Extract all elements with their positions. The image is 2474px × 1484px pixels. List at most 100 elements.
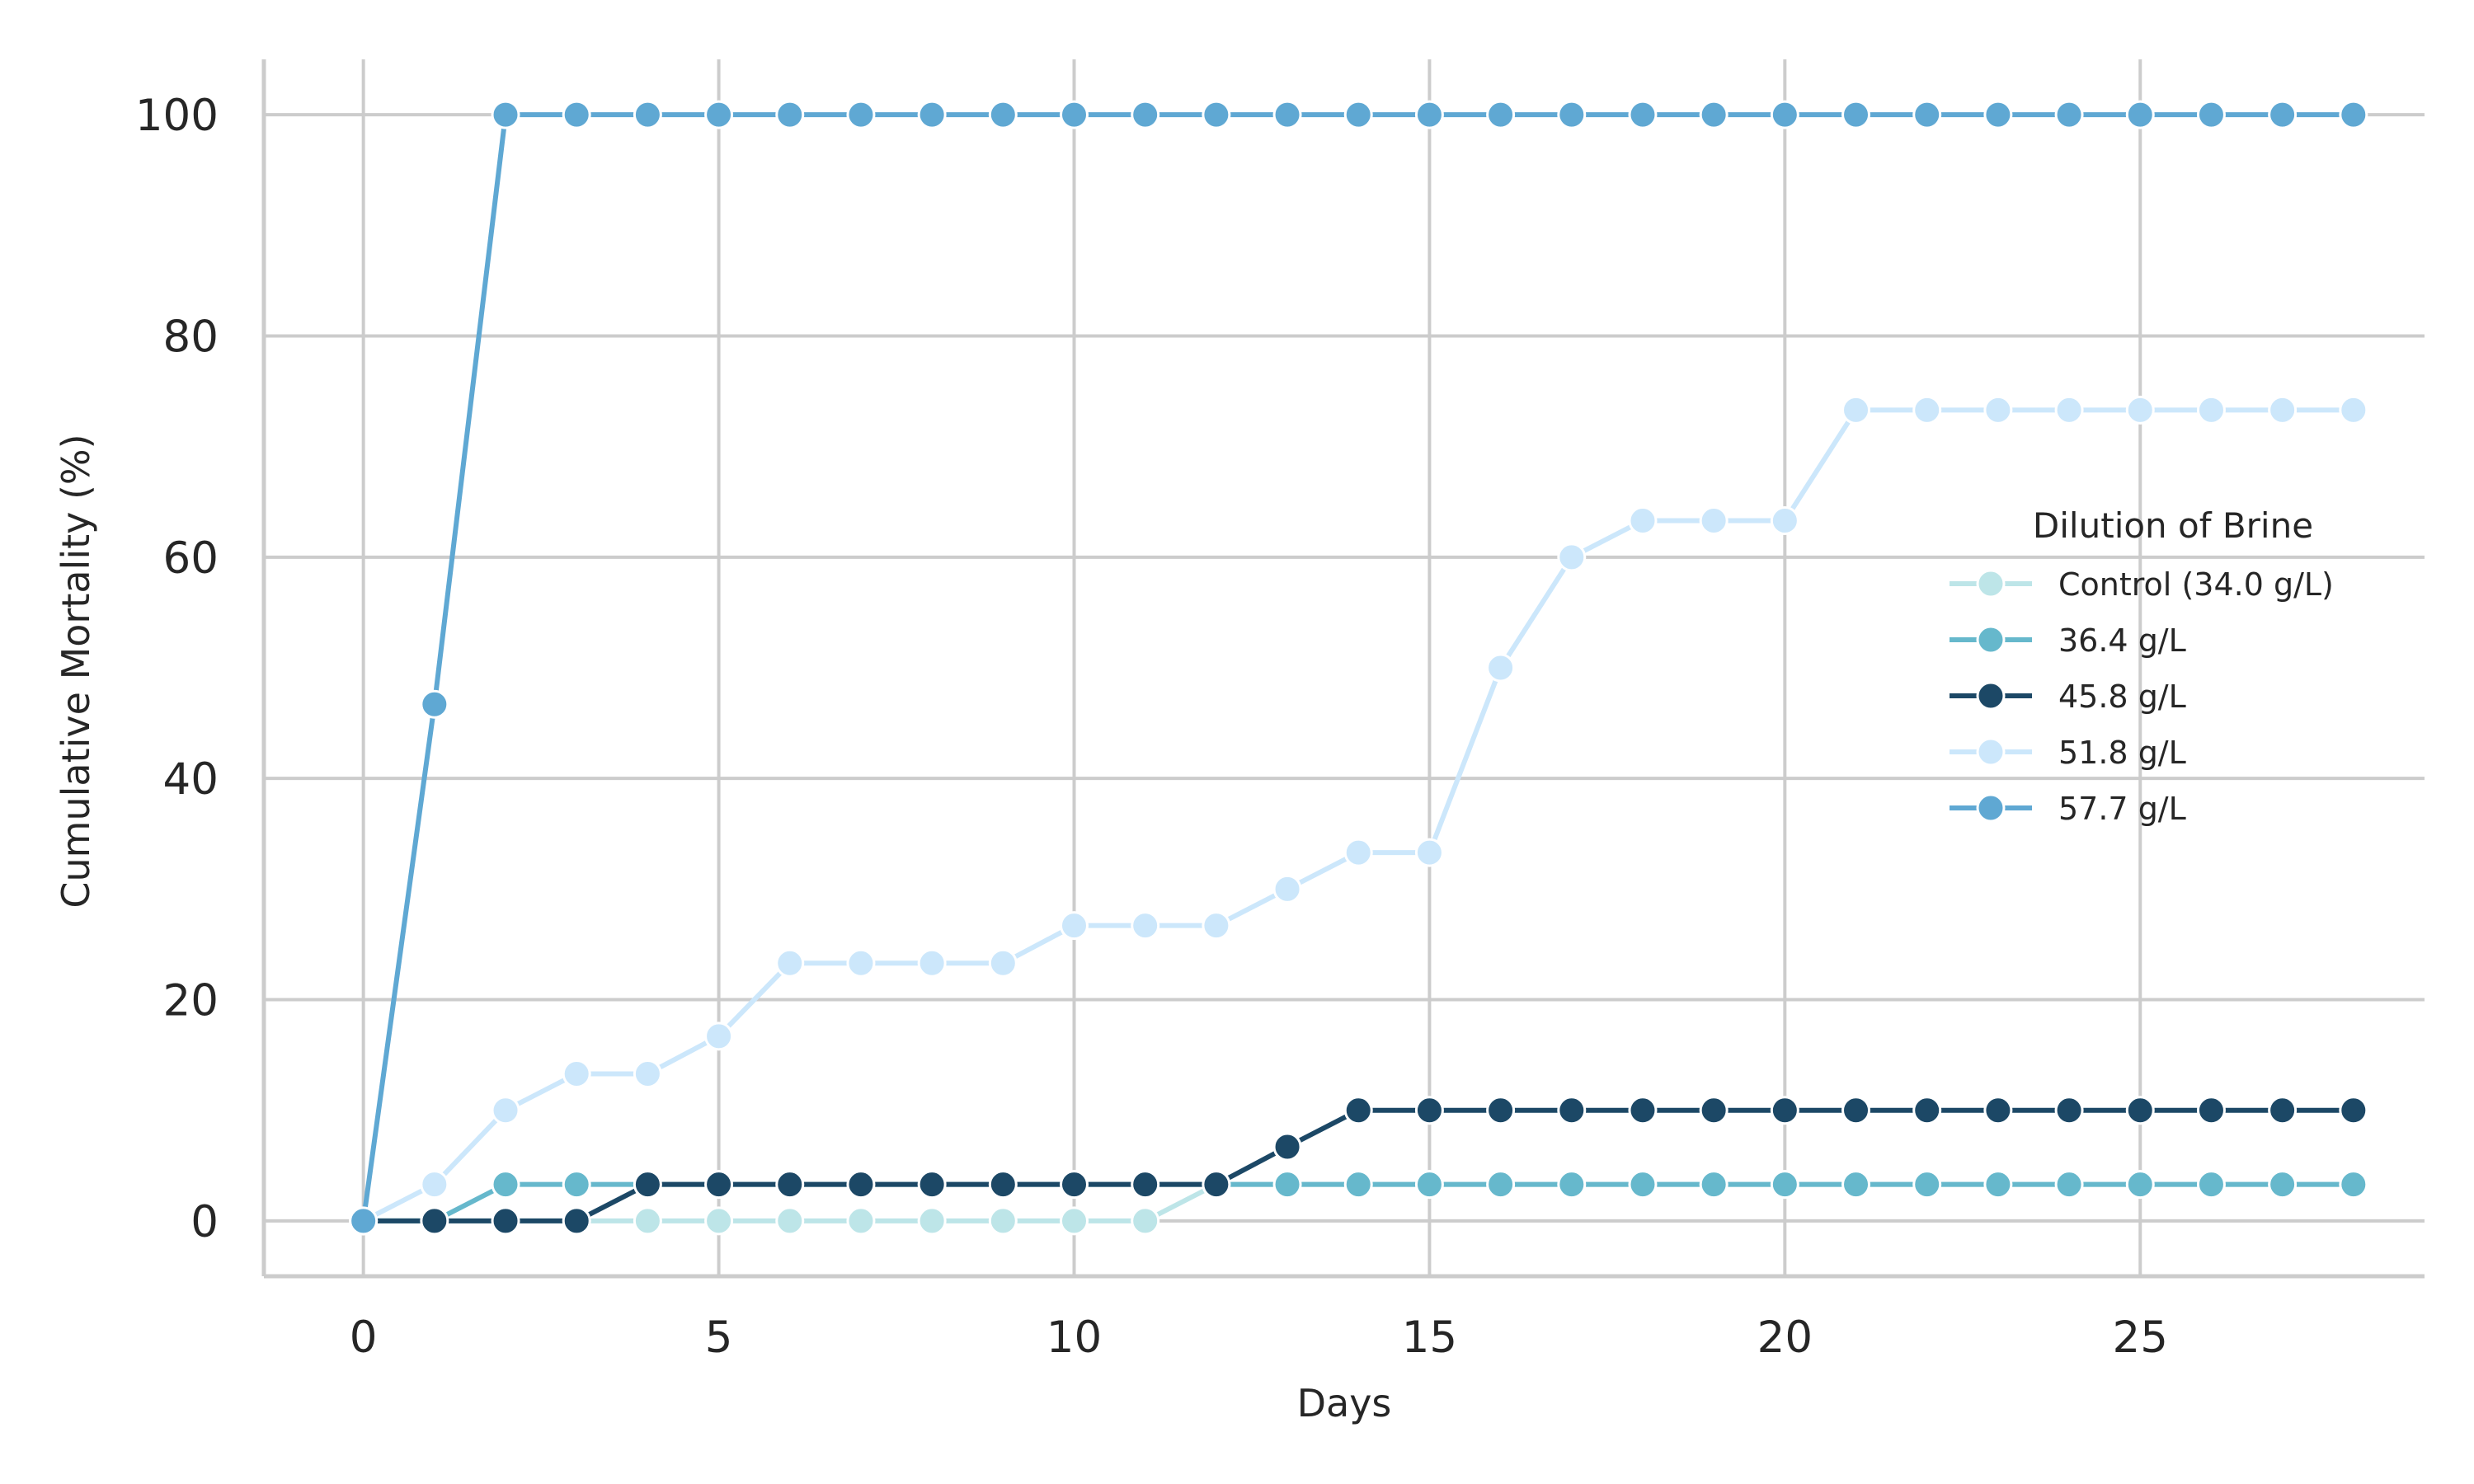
data-point (775, 948, 805, 978)
data-point (562, 1059, 591, 1088)
legend-label: 45.8 g/L (2058, 679, 2186, 715)
data-point (1131, 1206, 1160, 1236)
data-point (491, 1170, 520, 1200)
legend-label: 36.4 g/L (2058, 622, 2186, 659)
data-point (1699, 100, 1729, 129)
data-point (988, 948, 1018, 978)
data-point (2196, 395, 2226, 425)
data-point (846, 1206, 876, 1236)
data-point (420, 1206, 449, 1236)
data-point (1060, 911, 1089, 941)
legend-item: 45.8 g/L (1950, 679, 2186, 715)
data-point (704, 1206, 734, 1236)
data-point (988, 1206, 1018, 1236)
data-point (1060, 100, 1089, 129)
data-point (1628, 506, 1658, 536)
series-57-7-g-l (349, 100, 2368, 1236)
data-point (2339, 1170, 2368, 1200)
data-point (1770, 1096, 1799, 1125)
y-tick-label: 0 (190, 1197, 219, 1247)
x-tick-label: 15 (1402, 1313, 1457, 1363)
data-point (1131, 911, 1160, 941)
data-point (2054, 1170, 2084, 1200)
data-point (1983, 1170, 2013, 1200)
x-axis-label: Days (1297, 1381, 1392, 1425)
data-point (1060, 1206, 1089, 1236)
data-point (491, 1206, 520, 1236)
data-point (562, 1170, 591, 1200)
data-point (1983, 395, 2013, 425)
data-point (1343, 1096, 1373, 1125)
data-point (1486, 653, 1516, 683)
y-tick-label: 40 (163, 754, 219, 805)
data-point (1272, 1132, 1302, 1162)
data-point (1912, 1096, 1942, 1125)
legend: Dilution of Brine Control (34.0 g/L) 36.4 … (1950, 505, 2334, 827)
legend-marker-swatch (1976, 737, 2006, 767)
y-tick-label: 60 (163, 533, 219, 584)
y-axis-label: Cumulative Mortality (%) (54, 434, 98, 908)
data-point (2339, 395, 2368, 425)
data-point (1414, 1170, 1444, 1200)
data-point (1912, 395, 1942, 425)
data-point (1343, 100, 1373, 129)
series-lines (349, 100, 2368, 1236)
data-point (562, 1206, 591, 1236)
series-line (360, 112, 2354, 1222)
data-point (1272, 100, 1302, 129)
data-point (633, 1170, 662, 1200)
data-point (1770, 1170, 1799, 1200)
data-point (2125, 1096, 2155, 1125)
data-point (1983, 100, 2013, 129)
grid (264, 59, 2425, 1276)
data-point (1841, 1170, 1871, 1200)
series-line (363, 1107, 2354, 1223)
data-point (420, 1170, 449, 1200)
data-point (775, 100, 805, 129)
data-point (1841, 395, 1871, 425)
data-point (633, 100, 662, 129)
data-point (491, 100, 520, 129)
data-point (846, 1170, 876, 1200)
data-point (1202, 100, 1231, 129)
data-point (633, 1206, 662, 1236)
data-point (2125, 100, 2155, 129)
data-point (1770, 506, 1799, 536)
legend-title: Dilution of Brine (2033, 505, 2313, 546)
data-point (1841, 100, 1871, 129)
data-point (1557, 100, 1587, 129)
data-point (491, 1096, 520, 1125)
data-point (633, 1059, 662, 1088)
x-tick-label: 20 (1757, 1313, 1813, 1363)
data-point (2054, 1096, 2084, 1125)
tick-labels: 0 5 10 15 20 25 0 20 40 60 80 100 (135, 91, 2168, 1363)
data-point (775, 1206, 805, 1236)
data-point (1557, 542, 1587, 572)
data-point (1343, 1170, 1373, 1200)
data-point (1202, 1170, 1231, 1200)
data-point (2196, 100, 2226, 129)
legend-marker-swatch (1976, 793, 2006, 823)
x-tick-label: 5 (705, 1313, 733, 1363)
data-point (1486, 1096, 1516, 1125)
data-point (1557, 1170, 1587, 1200)
data-point (1770, 100, 1799, 129)
axes (261, 59, 2425, 1279)
legend-marker-swatch (1976, 625, 2006, 655)
x-tick-label: 10 (1047, 1313, 1102, 1363)
y-tick-label: 100 (135, 91, 219, 141)
data-point (349, 1206, 379, 1236)
legend-label: Control (34.0 g/L) (2058, 566, 2334, 603)
data-point (704, 100, 734, 129)
legend-label: 57.7 g/L (2058, 791, 2186, 827)
data-point (2196, 1096, 2226, 1125)
data-point (2268, 100, 2298, 129)
legend-item: 36.4 g/L (1950, 622, 2186, 659)
data-point (775, 1170, 805, 1200)
data-point (917, 948, 947, 978)
legend-item: 57.7 g/L (1950, 791, 2186, 827)
data-point (1699, 506, 1729, 536)
data-point (846, 948, 876, 978)
